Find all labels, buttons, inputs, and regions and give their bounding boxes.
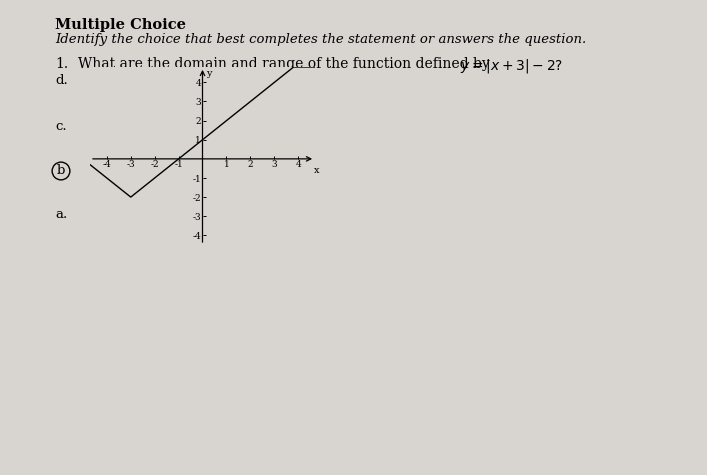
Text: y: y: [206, 69, 211, 78]
Text: range: $[0, ∞)$: range: $[0, ∞)$: [115, 225, 200, 241]
Text: Identify the choice that best completes the statement or answers the question.: Identify the choice that best completes …: [55, 33, 586, 46]
Text: What are the domain and range of the function defined by: What are the domain and range of the fun…: [78, 57, 490, 71]
Text: $y = |x+3|-2?$: $y = |x+3|-2?$: [460, 57, 563, 75]
Text: x: x: [314, 166, 320, 175]
Text: c.: c.: [55, 120, 66, 133]
Text: domain: $(-∞, ∞)$: domain: $(-∞, ∞)$: [100, 74, 209, 88]
Text: 1.: 1.: [55, 57, 68, 71]
Text: domain: $[-3, ∞)$: domain: $[-3, ∞)$: [100, 207, 207, 221]
Text: range: $(-∞, ∞)$: range: $(-∞, ∞)$: [115, 136, 214, 153]
Text: b: b: [57, 164, 65, 178]
Text: range: $[-2, ∞)$: range: $[-2, ∞)$: [115, 92, 211, 108]
Text: Multiple Choice: Multiple Choice: [55, 18, 186, 32]
Text: d.: d.: [55, 75, 68, 87]
Text: a.: a.: [55, 208, 67, 220]
Text: domain: $[-3, ∞)$: domain: $[-3, ∞)$: [100, 163, 207, 179]
Text: domain: $(-∞, ∞)$: domain: $(-∞, ∞)$: [100, 118, 209, 133]
Text: range: $[2, ∞)$: range: $[2, ∞)$: [115, 181, 200, 199]
